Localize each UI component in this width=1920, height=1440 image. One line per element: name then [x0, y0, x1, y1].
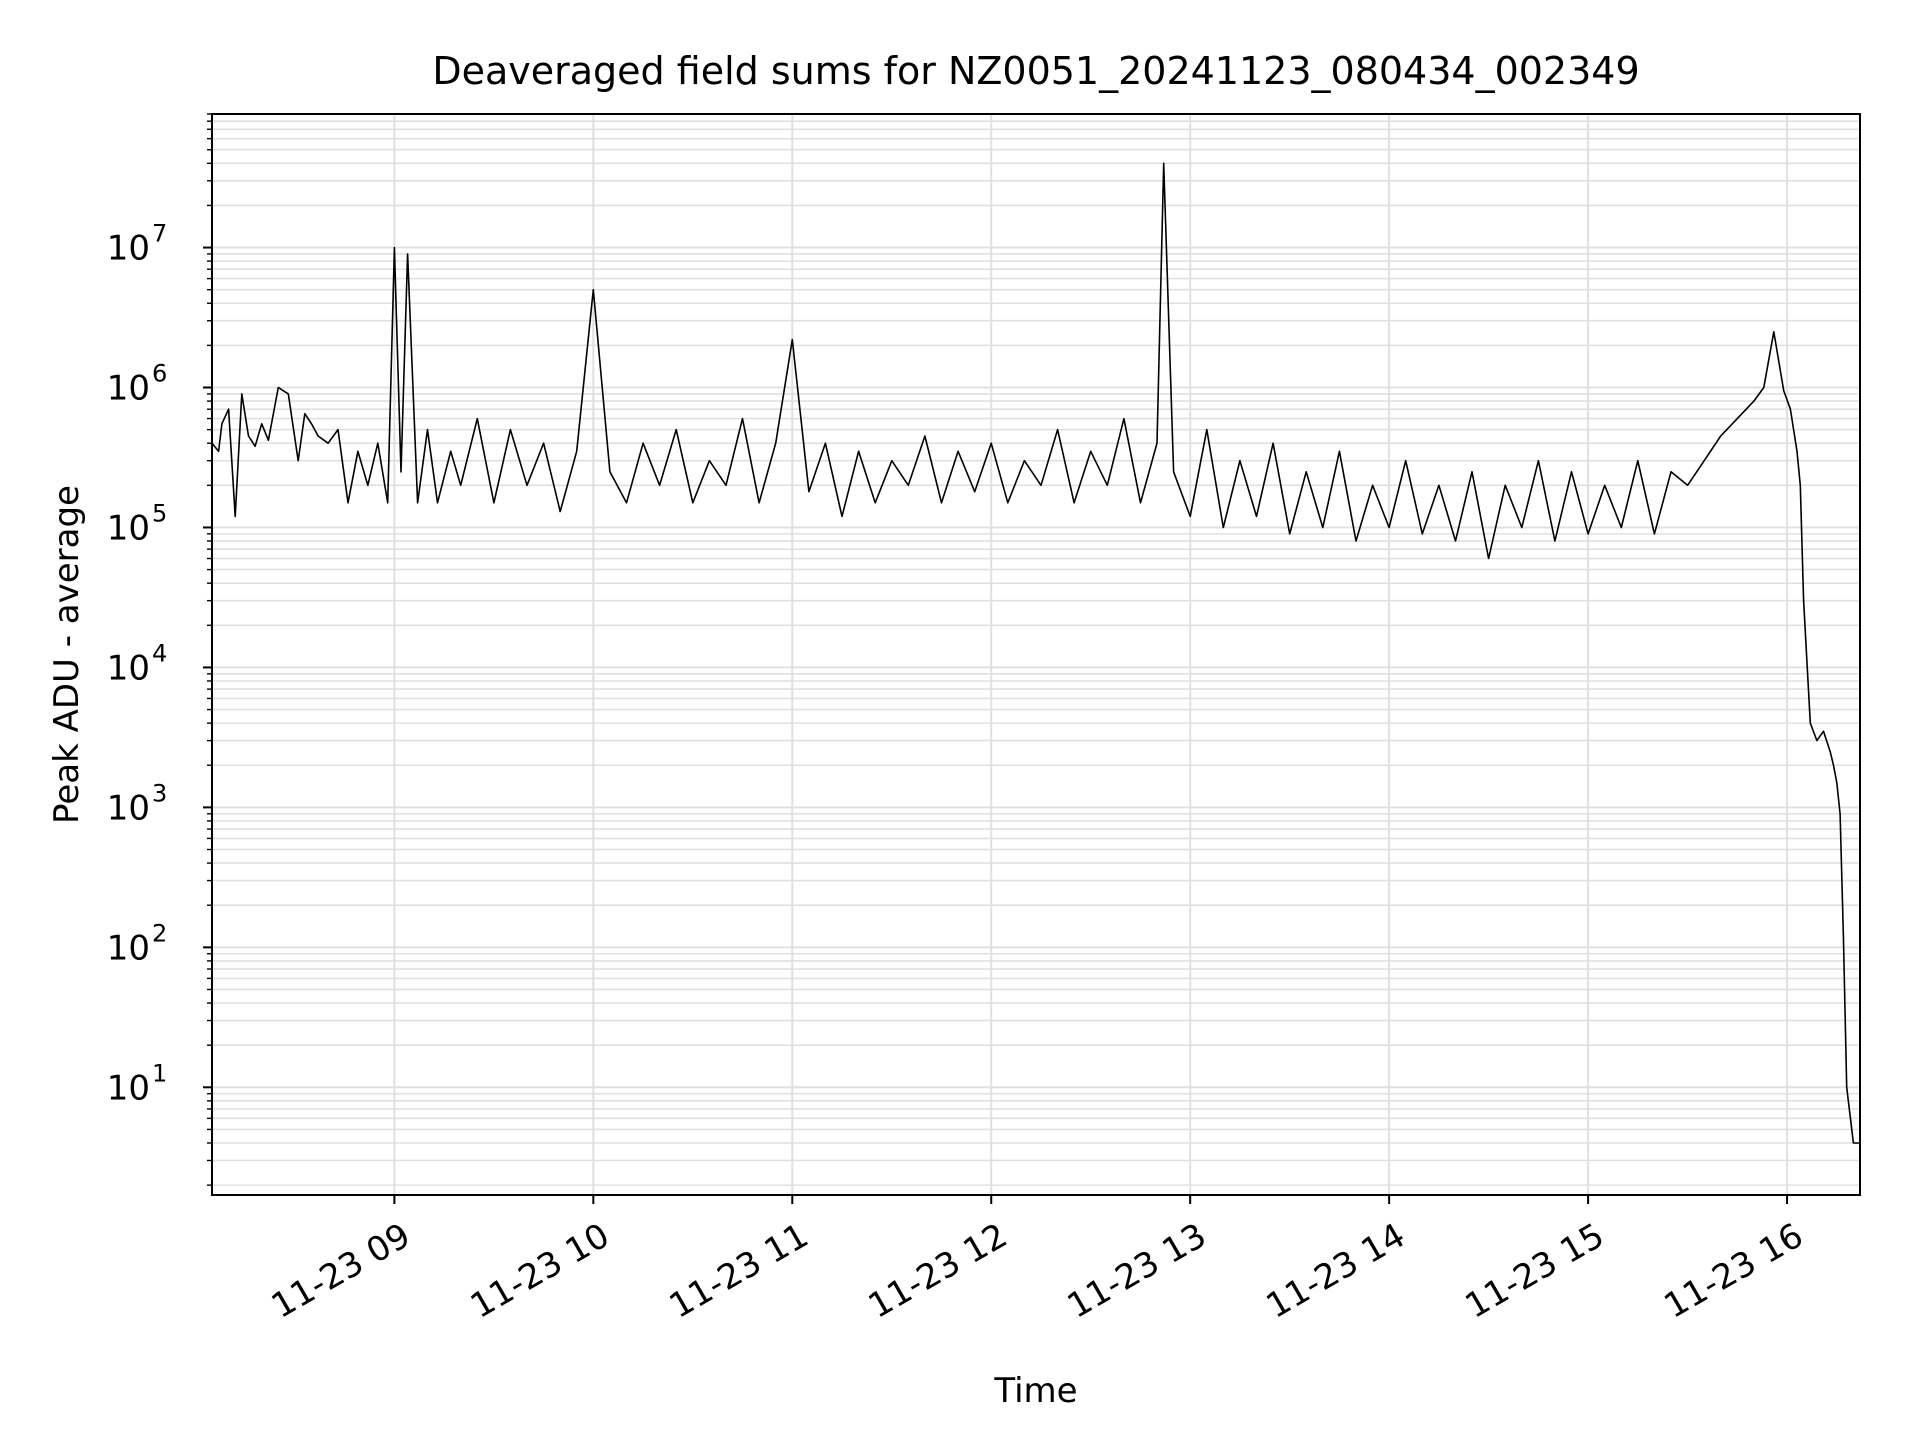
y-tick-label: 10	[107, 1068, 150, 1108]
y-tick-label: 10	[107, 788, 150, 828]
y-tick-label: 10	[107, 928, 150, 968]
grid	[212, 113, 1860, 1195]
y-tick-exponent: 5	[152, 499, 167, 527]
y-tick-exponent: 4	[152, 639, 167, 667]
y-tick-label: 10	[107, 369, 150, 409]
y-tick-exponent: 1	[152, 1059, 167, 1087]
y-tick-exponent: 2	[152, 919, 167, 947]
y-tick-exponent: 6	[152, 360, 167, 388]
y-tick-exponent: 3	[152, 779, 167, 807]
y-tick-label: 10	[107, 508, 150, 548]
data-line	[211, 162, 1860, 1144]
y-tick-exponent: 7	[152, 220, 167, 248]
y-axis-label: Peak ADU - average	[47, 485, 87, 824]
x-axis-label: Time	[993, 1371, 1077, 1411]
chart-title: Deaveraged field sums for NZ0051_2024112…	[432, 49, 1639, 93]
series-layer	[211, 162, 1860, 1144]
y-tick-label: 10	[107, 648, 150, 688]
plot-frame	[211, 113, 1861, 1196]
y-tick-label: 10	[107, 229, 150, 269]
